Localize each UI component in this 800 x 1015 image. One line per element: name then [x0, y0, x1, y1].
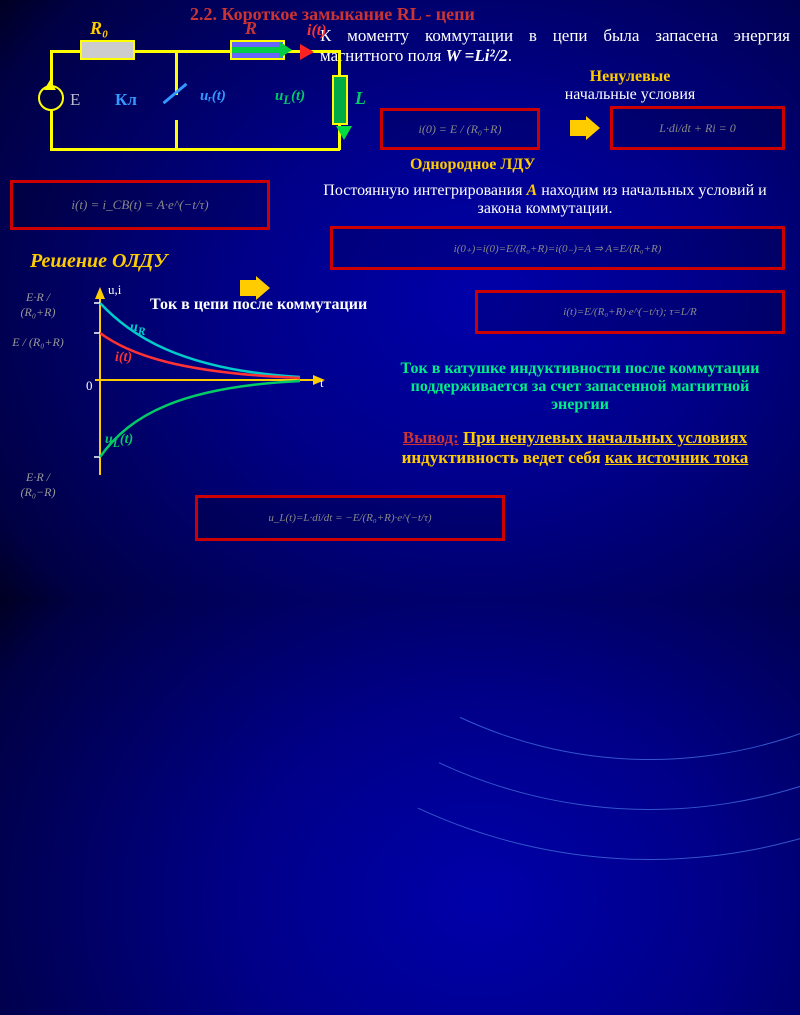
label-it: i(t) [307, 22, 327, 40]
nonzero-conditions: Ненулевые начальные условия [530, 68, 730, 104]
resistor-r0 [80, 40, 135, 60]
eq-find-a: i(0₊)=i(0)=E/(R₀+R)=i(0₋)=A ⇒ A=E/(R₀+R) [330, 226, 785, 270]
label-e: E [70, 90, 80, 110]
intro-text: К моменту коммутации в цепи была запасен… [320, 26, 790, 66]
decay-graph [70, 285, 330, 485]
label-ul: uL(t) [275, 88, 305, 108]
graph-scale-2: E / (R₀+R) [8, 335, 68, 350]
graph-ul-label: uL(t) [105, 432, 133, 450]
eq-main: i(t) = i_СВ(t) = A·e^(−t/τ) [10, 180, 270, 230]
graph-zero: 0 [86, 378, 93, 394]
after-commutation: Ток в цепи после коммутации [150, 296, 367, 314]
label-kl: Кл [115, 90, 137, 110]
eq-ldidt: L·di/dt + Ri = 0 [610, 106, 785, 150]
inductor-text: Ток в катушке индуктивности после коммут… [380, 360, 780, 414]
eq-tau: i(t)=E/(R₀+R)·e^(−t/τ); τ=L/R [475, 290, 785, 334]
graph-scale-3: E·R / (R₀−R) [8, 470, 68, 500]
inductor-l [332, 75, 348, 125]
label-r0: R₀ [90, 18, 108, 39]
solution-oldu: Решение ОЛДУ [30, 250, 167, 273]
section-title: 2.2. Короткое замыкание RL - цепи [190, 4, 475, 25]
graph-ur-label: uR [130, 320, 146, 338]
eq-ul: u_L(t)=L·di/dt = −E/(R₀+R)·e^(−t/τ) [195, 495, 505, 541]
label-ur: uᵣ(t) [200, 88, 226, 105]
label-l: L [355, 88, 366, 109]
graph-scale-1: E·R / (R₀+R) [8, 290, 68, 320]
conclusion: Вывод: При ненулевых начальных условиях … [370, 428, 780, 468]
arrow-icon [570, 116, 600, 140]
homogeneous-lde: Однородное ЛДУ [410, 156, 535, 174]
eq-i0: i(0) = E / (R₀+R) [380, 108, 540, 150]
label-r: R [245, 18, 257, 39]
graph-xlabel: t [320, 375, 324, 391]
circuit-diagram: R₀ R i(t) L E Кл uᵣ(t) uL(t) [20, 30, 360, 160]
graph-ylabel: u,i [108, 282, 121, 298]
graph-it-label: i(t) [115, 350, 132, 366]
const-integration: Постоянную интегрирования A находим из н… [310, 182, 780, 218]
